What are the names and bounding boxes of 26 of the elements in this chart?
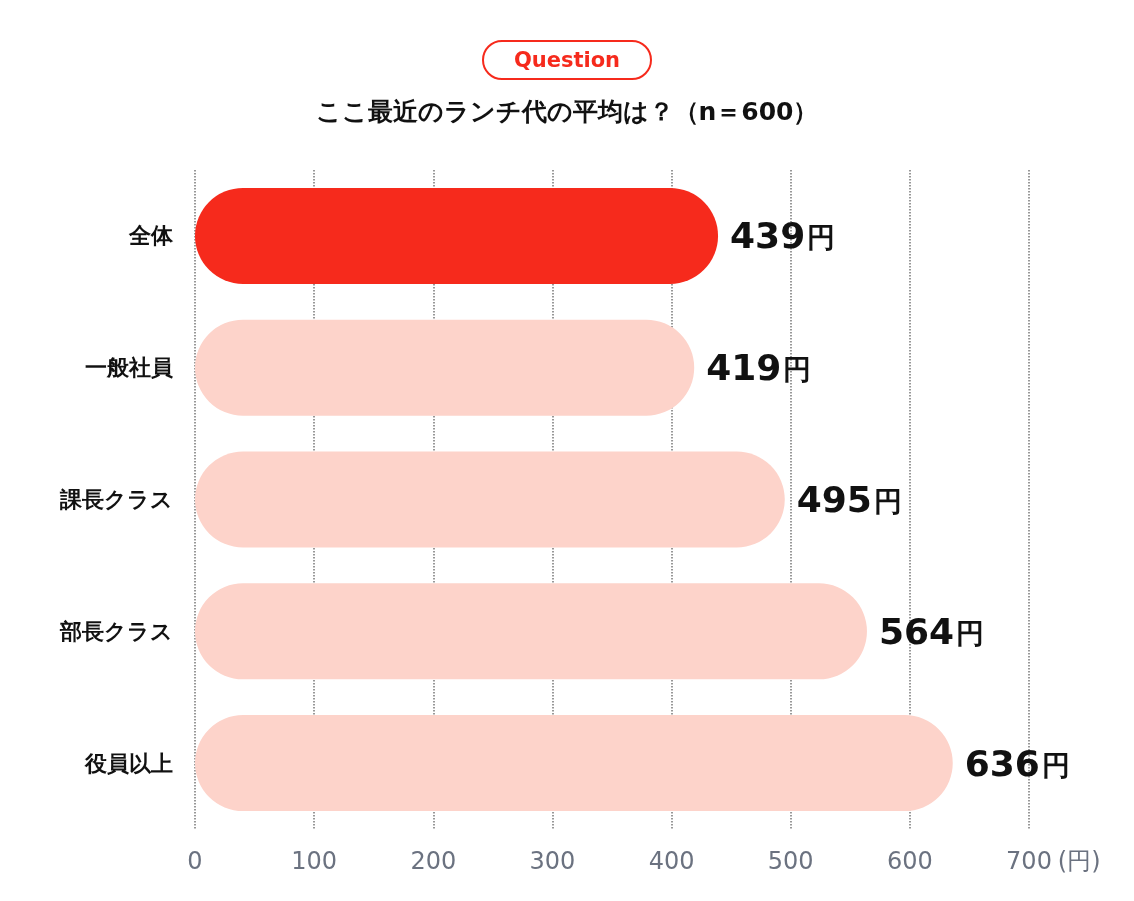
bar bbox=[195, 187, 719, 284]
y-tick-label: 全体 bbox=[128, 223, 174, 249]
y-tick-label: 一般社員 bbox=[85, 355, 173, 381]
x-tick-label: 100 bbox=[291, 847, 338, 875]
bar bbox=[195, 715, 953, 812]
x-tick-label: 600 bbox=[886, 847, 933, 875]
data-label: 564円 bbox=[878, 610, 985, 652]
x-axis-title: (円) bbox=[1057, 847, 1101, 875]
x-tick-label: 0 bbox=[187, 847, 203, 875]
chart-title: ここ最近のランチ代の平均は？（n＝600） bbox=[315, 97, 819, 126]
y-tick-label: 役員以上 bbox=[84, 750, 173, 776]
x-tick-label: 300 bbox=[529, 847, 576, 875]
data-label: 419円 bbox=[706, 347, 812, 389]
data-label: 636円 bbox=[964, 742, 1070, 784]
bar bbox=[195, 319, 695, 416]
bar bbox=[195, 583, 867, 680]
x-tick-label: 700 bbox=[1006, 847, 1052, 875]
data-label: 495円 bbox=[796, 479, 902, 520]
data-label: 439円 bbox=[730, 215, 836, 257]
x-tick-label: 200 bbox=[410, 847, 457, 875]
x-tick-label: 500 bbox=[767, 847, 814, 875]
text: Question bbox=[513, 48, 621, 72]
y-tick-label: 課長クラス bbox=[59, 487, 173, 512]
y-tick-label: 部長クラス bbox=[59, 618, 173, 644]
x-tick-label: 400 bbox=[648, 847, 695, 875]
bar bbox=[195, 451, 785, 548]
